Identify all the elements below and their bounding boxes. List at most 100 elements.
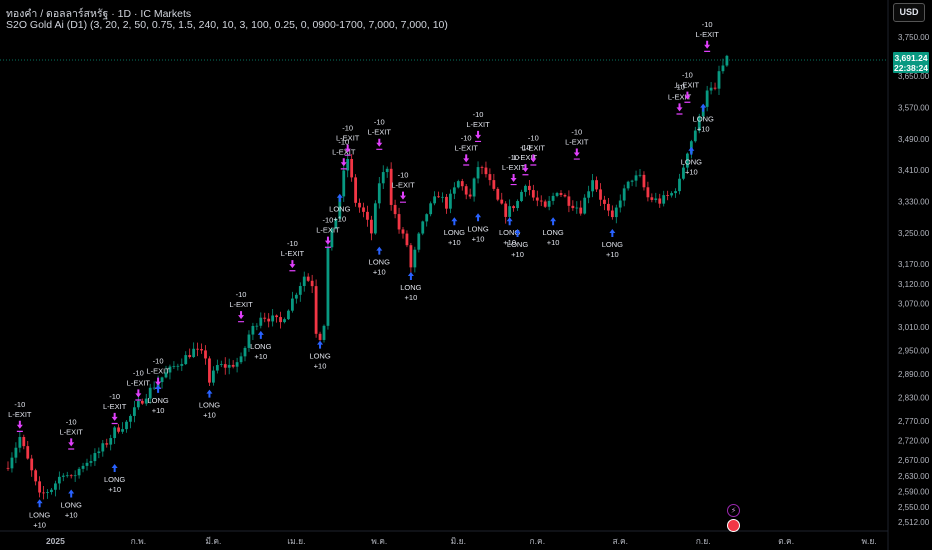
candle-body <box>709 87 713 91</box>
long-arrow-icon <box>700 103 707 112</box>
candle-body <box>366 211 369 220</box>
long-label: +10 <box>547 238 560 247</box>
long-label: LONG <box>369 258 390 267</box>
exit-arrow-icon <box>340 158 347 170</box>
candle-body <box>449 193 452 209</box>
long-arrow-icon <box>68 489 75 498</box>
candle-body <box>219 364 223 366</box>
currency-button[interactable]: USD <box>893 3 925 22</box>
candle-body <box>61 475 65 477</box>
exit-label: L-EXIT <box>103 402 127 411</box>
long-label: LONG <box>602 240 623 249</box>
candle-body <box>326 247 330 326</box>
long-label: +10 <box>503 238 516 247</box>
exit-label: -10 <box>508 153 519 162</box>
exit-label: L-EXIT <box>316 226 340 235</box>
long-label: +10 <box>203 411 216 420</box>
candle-body <box>492 180 496 189</box>
candle-body <box>144 398 148 404</box>
exit-label: -10 <box>702 20 713 29</box>
candle-body <box>93 453 97 462</box>
lightning-icon[interactable]: ⚡ <box>727 504 740 517</box>
candle-body <box>417 233 421 250</box>
candle-body <box>18 437 22 448</box>
exit-arrow-icon <box>676 103 683 115</box>
exit-arrow-icon <box>522 164 529 176</box>
time-tick-label: ต.ค. <box>778 536 794 546</box>
candle-body <box>322 325 326 340</box>
candle-body <box>204 350 207 359</box>
exit-label: L-EXIT <box>455 143 479 152</box>
flag-icon[interactable] <box>727 519 740 532</box>
candle-body <box>215 365 219 371</box>
exit-label: -10 <box>109 392 120 401</box>
time-axis[interactable]: 2025 ก.พ. มี.ค. เม.ย. พ.ค. มิ.ย. ก.ค. ส.ค. ก.ย. ต… <box>46 536 877 546</box>
candle-body <box>109 438 113 445</box>
candles <box>6 54 729 500</box>
candle-body <box>42 492 45 494</box>
candle-body <box>686 153 689 168</box>
candle-body <box>385 168 389 173</box>
long-label: LONG <box>467 224 488 233</box>
candle-body <box>531 190 535 198</box>
candle-body <box>259 317 263 326</box>
exit-label: -10 <box>342 124 353 133</box>
long-arrow-icon <box>688 146 695 155</box>
price-axis[interactable]: 3,750.00 3,650.00 3,570.00 3,490.00 3,410.00… <box>898 33 930 527</box>
time-tick-label: ก.ค. <box>530 536 546 546</box>
candle-body <box>235 362 239 367</box>
exit-arrow-icon <box>16 420 23 432</box>
time-tick-label: ก.พ. <box>131 536 146 546</box>
price-tick-label: 3,410.00 <box>898 166 930 175</box>
exit-arrow-icon <box>684 91 691 103</box>
indicator-label[interactable]: S2O Gold Ai (D1) (3, 20, 2, 50, 0.75, 1.… <box>6 19 448 31</box>
exit-label: L-EXIT <box>336 134 360 143</box>
candle-body <box>271 315 275 322</box>
exit-label: L-EXIT <box>127 378 151 387</box>
long-arrow-icon <box>451 217 458 226</box>
candle-body <box>89 461 93 463</box>
candle-body <box>318 333 322 340</box>
long-label: +10 <box>33 520 46 529</box>
candle-body <box>370 219 373 234</box>
exit-label: L-EXIT <box>466 120 490 129</box>
candle-body <box>223 364 227 368</box>
candle-body <box>362 207 365 212</box>
candle-body <box>164 372 168 378</box>
candle-body <box>603 199 606 204</box>
candle-body <box>192 348 196 358</box>
exit-label: -10 <box>236 290 247 299</box>
long-label: LONG <box>61 500 82 509</box>
long-label: +10 <box>606 250 619 259</box>
candle-body <box>401 229 405 234</box>
candle-body <box>441 196 444 198</box>
price-tick-label: 3,650.00 <box>898 72 930 81</box>
long-label: +10 <box>685 168 698 177</box>
candle-body <box>243 347 247 357</box>
candle-body <box>279 317 282 323</box>
exit-label: -10 <box>338 137 349 146</box>
price-tick-label: 3,330.00 <box>898 198 930 207</box>
exit-label: L-EXIT <box>565 137 589 146</box>
candle-body <box>227 364 231 368</box>
long-arrow-icon <box>336 193 343 202</box>
long-arrow-icon <box>550 217 557 226</box>
exit-arrow-icon <box>475 130 482 143</box>
candle-body <box>456 181 460 188</box>
candle-body <box>460 181 464 187</box>
candle-body <box>50 489 53 493</box>
price-tick-label: 3,750.00 <box>898 33 930 42</box>
exit-label: -10 <box>323 216 334 225</box>
candle-body <box>350 158 354 178</box>
exit-label: L-EXIT <box>514 153 538 162</box>
time-tick-label: เม.ย. <box>287 536 305 546</box>
candle-body <box>480 167 484 168</box>
candle-body <box>539 200 543 202</box>
candle-body <box>196 348 199 350</box>
candle-body <box>717 71 721 89</box>
price-tick-label: 2,670.00 <box>898 456 930 465</box>
candle-body <box>283 319 286 323</box>
candle-body <box>555 193 559 196</box>
